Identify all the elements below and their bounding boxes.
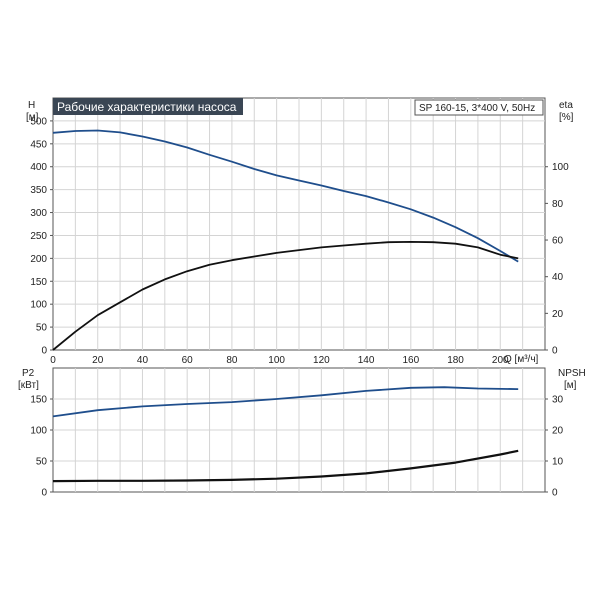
top-left-tick-label: 250 [30, 231, 47, 242]
eta-axis-unit: [%] [559, 112, 574, 123]
bottom-left-tick-label: 100 [30, 426, 47, 437]
top-left-tick-label: 200 [30, 254, 47, 265]
top-left-tick-label: 100 [30, 300, 47, 311]
bottom-axes: 0 50 100 150 0 10 20 30 [30, 395, 563, 499]
top-axes: 0501001502002503003504004505000204060801… [30, 116, 569, 366]
x-tick-label: 20 [92, 355, 104, 366]
top-series [52, 129, 519, 351]
x-tick-label: 120 [313, 355, 330, 366]
top-left-tick-label: 0 [41, 346, 47, 357]
top-right-tick-label: 40 [552, 272, 564, 283]
bottom-series-line-1 [52, 449, 519, 483]
p2-axis-label: P2 [22, 368, 35, 379]
top-right-tick-label: 100 [552, 162, 569, 173]
x-tick-label: 200 [492, 355, 509, 366]
top-right-tick-label: 20 [552, 309, 564, 320]
top-left-tick-label: 500 [30, 116, 47, 127]
top-grid [53, 98, 545, 350]
eta-axis-label: eta [559, 100, 573, 111]
top-left-tick-label: 300 [30, 208, 47, 219]
x-tick-label: 40 [137, 355, 149, 366]
top-right-tick-label: 0 [552, 346, 558, 357]
bottom-series-line-0 [52, 386, 519, 418]
x-tick-label: 0 [50, 355, 56, 366]
top-right-tick-label: 80 [552, 199, 564, 210]
bottom-left-tick-label: 150 [30, 395, 47, 406]
npsh-axis-label: NPSH [558, 368, 586, 379]
x-tick-label: 60 [182, 355, 194, 366]
top-series-line-1 [52, 240, 519, 351]
p2-axis-unit: [кВт] [18, 380, 39, 391]
top-left-tick-label: 150 [30, 277, 47, 288]
top-left-tick-label: 400 [30, 162, 47, 173]
top-series-line-0 [52, 129, 519, 263]
h-axis-label: H [28, 100, 35, 111]
bottom-series [52, 386, 519, 483]
x-tick-label: 140 [358, 355, 375, 366]
x-tick-label: 80 [226, 355, 238, 366]
x-tick-label: 100 [268, 355, 285, 366]
chart-title-box [53, 98, 243, 115]
q-axis-label: Q [м³/ч] [504, 354, 539, 365]
npsh-axis-unit: [м] [564, 380, 577, 391]
model-label-box [414, 99, 544, 116]
bottom-right-tick-label: 0 [552, 488, 558, 499]
x-tick-label: 180 [447, 355, 464, 366]
model-label: SP 160-15, 3*400 V, 50Hz [419, 103, 535, 114]
bottom-left-tick-label: 50 [36, 457, 48, 468]
bottom-right-tick-label: 20 [552, 426, 564, 437]
bottom-right-tick-label: 10 [552, 457, 564, 468]
top-left-tick-label: 350 [30, 185, 47, 196]
top-left-tick-label: 450 [30, 139, 47, 150]
top-right-tick-label: 60 [552, 236, 564, 247]
bottom-right-tick-label: 30 [552, 395, 564, 406]
chart-title: Рабочие характеристики насоса [57, 100, 237, 114]
bottom-left-tick-label: 0 [41, 488, 47, 499]
h-axis-unit: [м] [26, 112, 39, 123]
x-tick-label: 160 [402, 355, 419, 366]
top-left-tick-label: 50 [36, 323, 48, 334]
